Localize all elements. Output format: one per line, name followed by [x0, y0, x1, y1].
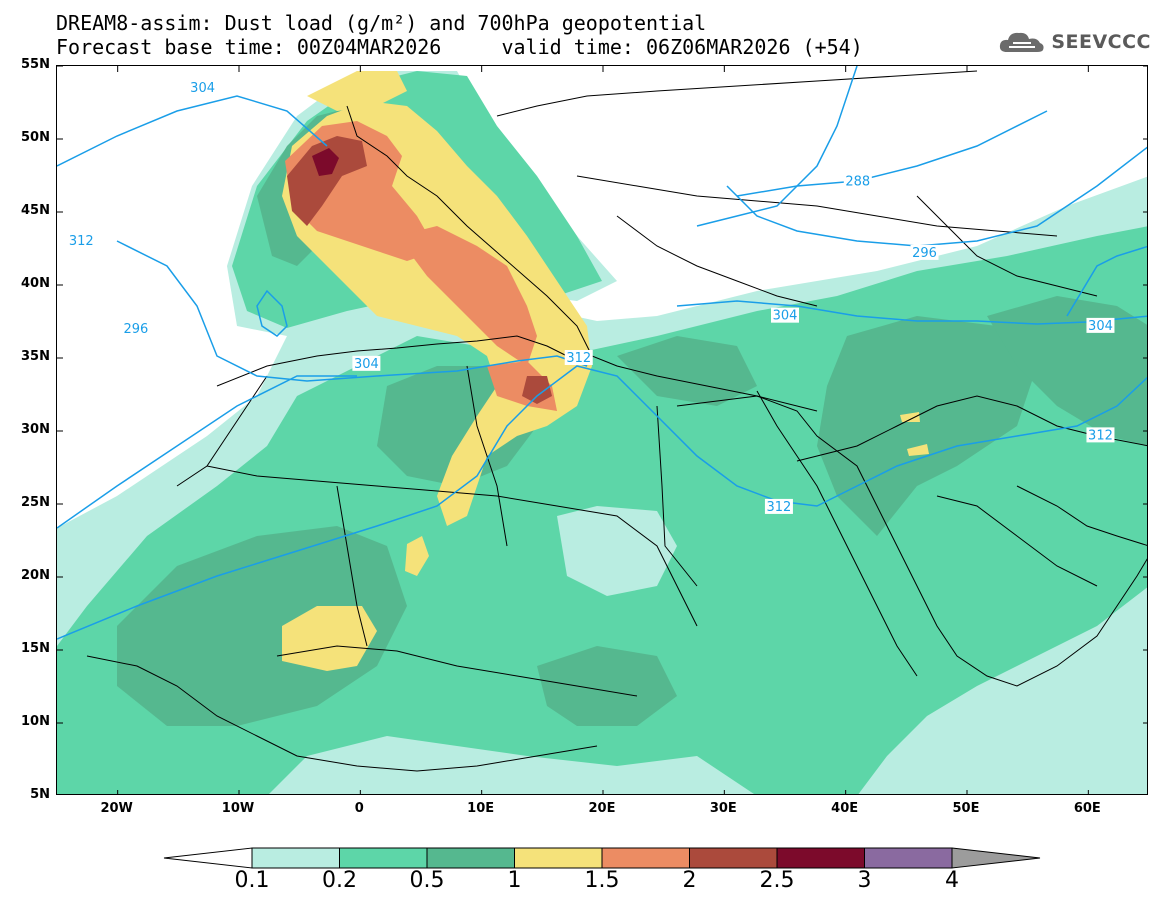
colorbar-swatch: [251, 847, 340, 869]
lon-tick-label: 10W: [221, 801, 255, 816]
contour-label: 312: [1086, 427, 1115, 443]
colorbar-level-label: 2.5: [759, 868, 795, 893]
colorbar-min-arrow: [163, 847, 253, 869]
map-subtitle: Forecast base time: 00Z04MAR2026 valid t…: [56, 35, 863, 59]
colorbar-max-arrow: [951, 847, 1041, 869]
contour-label: 304: [188, 79, 217, 96]
contour-label: 304: [771, 307, 799, 324]
colorbar-level-label: 2: [682, 868, 697, 893]
cloud-icon: [1000, 32, 1044, 52]
map-canvas: 304 312 296 304 312 288 296 304 304 312 312: [57, 66, 1147, 794]
contour-label: 296: [910, 244, 939, 261]
colorbar-level-label: 1.5: [584, 868, 620, 893]
colorbar-swatch: [514, 847, 603, 869]
lat-tick-label: 40N: [21, 276, 50, 291]
colorbar: [0, 838, 1165, 907]
colorbar-level-label: 0.2: [322, 868, 357, 893]
contour-label: 288: [843, 173, 872, 189]
colorbar-swatch: [339, 847, 428, 869]
svg-text:304: 304: [190, 81, 215, 96]
svg-text:304: 304: [354, 357, 379, 372]
lat-tick-label: 55N: [21, 57, 50, 72]
svg-text:288: 288: [845, 174, 870, 189]
seevccc-logo: SEEVCCC: [997, 28, 1151, 56]
contour-label: 304: [1086, 317, 1115, 334]
lat-tick-label: 20N: [21, 568, 50, 583]
lon-tick-label: 20E: [588, 801, 616, 816]
colorbar-level-label: 1: [507, 868, 522, 893]
lat-tick-label: 5N: [30, 787, 50, 802]
coastlines-borders: [86, 70, 1147, 772]
lon-tick-label: 20W: [100, 801, 133, 816]
colorbar-swatch: [864, 847, 953, 869]
colorbar-level-label: 0.1: [234, 868, 270, 893]
colorbar-level-label: 4: [945, 868, 959, 893]
lat-tick-label: 45N: [21, 203, 50, 218]
contour-label: 304: [352, 355, 381, 372]
colorbar-level-label: 0.5: [409, 868, 445, 893]
lat-tick-label: 15N: [21, 641, 50, 656]
svg-text:304: 304: [1088, 319, 1113, 334]
dust-field: [57, 71, 1147, 794]
colorbar-swatch: [601, 847, 690, 869]
contour-label: 296: [121, 320, 150, 337]
colorbar-swatches: [163, 847, 1041, 869]
contour-labels: 304 312 296 304 312 288 296 304 304 312 312: [67, 79, 1115, 515]
contour-label: 312: [764, 498, 793, 515]
svg-text:296: 296: [912, 246, 937, 261]
lat-tick-label: 25N: [21, 495, 50, 510]
map-title: DREAM8-assim: Dust load (g/m²) and 700hP…: [56, 11, 707, 35]
contour-label: 312: [564, 350, 593, 366]
colorbar-swatch: [426, 847, 515, 869]
lon-tick-label: 0: [354, 801, 364, 816]
lon-tick-label: 40E: [831, 801, 859, 816]
svg-text:312: 312: [566, 351, 591, 366]
contour-label: 312: [67, 233, 96, 249]
colorbar-swatch: [689, 847, 778, 869]
lon-tick-label: 10E: [467, 801, 495, 816]
lat-tick-label: 10N: [21, 714, 50, 729]
lat-tick-label: 35N: [21, 349, 50, 364]
lat-tick-label: 30N: [21, 422, 50, 437]
svg-text:312: 312: [1088, 428, 1113, 443]
axis-ticks: [57, 66, 1147, 794]
logo-text: SEEVCCC: [1051, 31, 1151, 53]
lon-tick-label: 30E: [709, 801, 737, 816]
colorbar-level-label: 3: [857, 868, 872, 893]
svg-text:312: 312: [767, 500, 792, 515]
lat-tick-label: 50N: [21, 130, 50, 145]
lon-tick-label: 50E: [952, 801, 980, 816]
colorbar-swatch: [776, 847, 865, 869]
svg-text:304: 304: [773, 309, 798, 324]
svg-text:312: 312: [69, 234, 94, 249]
dust-map[interactable]: 304 312 296 304 312 288 296 304 304 312 312: [56, 65, 1148, 795]
lon-tick-label: 60E: [1073, 801, 1101, 816]
svg-text:296: 296: [123, 322, 148, 337]
